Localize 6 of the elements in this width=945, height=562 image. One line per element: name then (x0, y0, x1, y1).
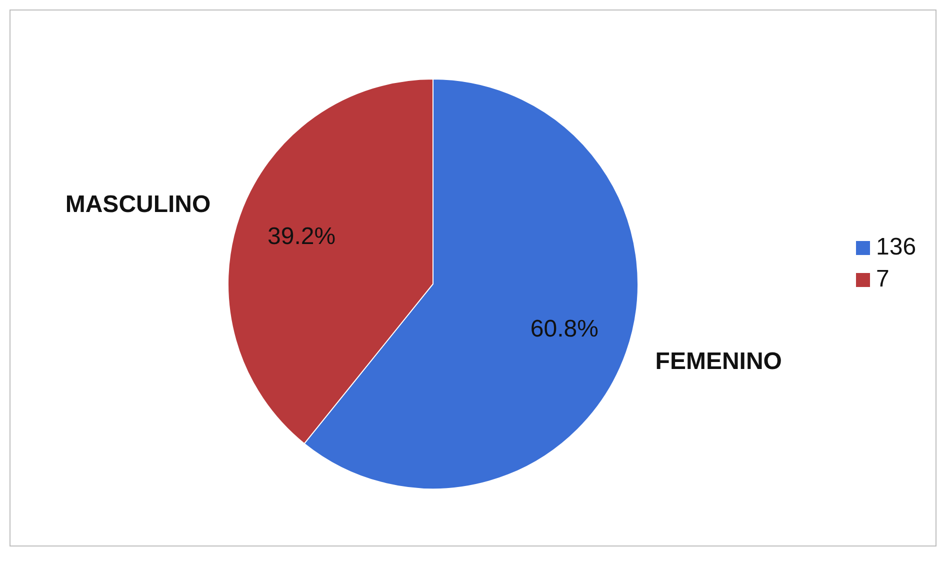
text: MASCULINO (65, 190, 211, 218)
data-label: 39.2% (268, 222, 336, 250)
legend-label: 7 (876, 265, 890, 292)
text: FEMENINO (655, 348, 782, 375)
data-label: 60.8% (530, 316, 598, 343)
legend-label: 136 (876, 233, 916, 260)
